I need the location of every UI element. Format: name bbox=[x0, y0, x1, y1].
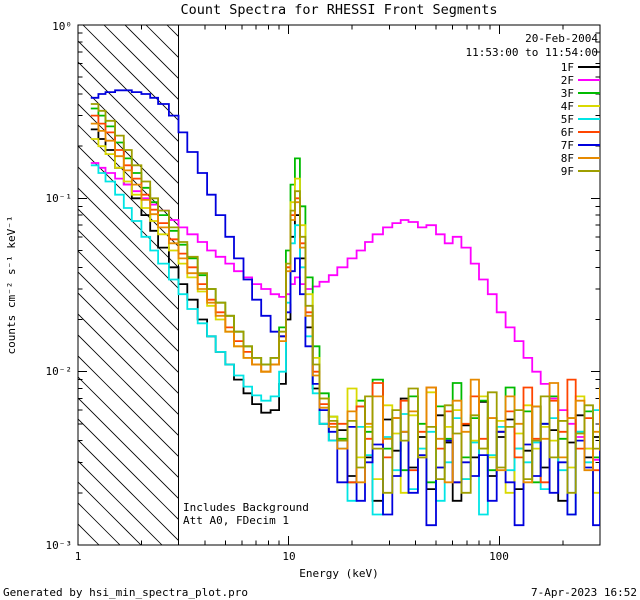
hatch-line bbox=[78, 124, 179, 227]
x-tick-label-10: 10 bbox=[282, 550, 295, 563]
x-tick-label-1: 1 bbox=[75, 550, 82, 563]
hatch-line bbox=[78, 334, 179, 437]
hatch-line bbox=[78, 229, 179, 332]
hatch-line bbox=[78, 82, 179, 185]
note-includes-background: Includes Background bbox=[183, 501, 309, 514]
spectrum-curve-7F bbox=[90, 89, 600, 527]
hatch-line bbox=[78, 292, 179, 395]
hatch-line bbox=[78, 61, 179, 164]
obs-date: 20-Feb-2004 bbox=[525, 32, 598, 45]
hatch-line bbox=[78, 439, 179, 542]
hatch-line bbox=[78, 460, 163, 545]
y-tick-label-1e-1: 10⁻¹ bbox=[46, 192, 73, 205]
legend-label-9F: 9F bbox=[561, 165, 574, 178]
footer-bar: Generated by hsi_min_spectra_plot.pro 7-… bbox=[0, 586, 640, 599]
legend-label-4F: 4F bbox=[561, 100, 574, 113]
legend-label-6F: 6F bbox=[561, 126, 574, 139]
spectra-curves bbox=[90, 89, 600, 527]
hatch-line bbox=[78, 166, 179, 269]
hatch-line bbox=[78, 103, 179, 206]
hatch-line bbox=[78, 208, 179, 311]
hatch-line bbox=[78, 502, 121, 545]
y-tick-label-1e0: 10⁰ bbox=[52, 20, 72, 33]
hatch-line bbox=[78, 397, 179, 500]
hatch-line bbox=[78, 418, 179, 521]
hatch-line bbox=[78, 376, 179, 479]
plot-frame bbox=[77, 24, 601, 546]
hatch-line bbox=[78, 187, 179, 290]
hatch-line bbox=[78, 145, 179, 248]
hatch-line bbox=[82, 25, 179, 122]
y-tick-label-1e-3: 10⁻³ bbox=[46, 539, 73, 552]
legend-label-7F: 7F bbox=[561, 139, 574, 152]
count-spectra-plot: Count Spectra for RHESSI Front Segments … bbox=[5, 2, 601, 580]
obs-time-range: 11:53:00 to 11:54:00 bbox=[466, 46, 598, 59]
legend-label-8F: 8F bbox=[561, 152, 574, 165]
x-axis-label: Energy (keV) bbox=[299, 567, 378, 580]
plot-text-labels: Count Spectra for RHESSI Front Segments … bbox=[5, 2, 598, 580]
legend-label-1F: 1F bbox=[561, 61, 574, 74]
plot-title: Count Spectra for RHESSI Front Segments bbox=[181, 2, 498, 18]
hatch-line bbox=[78, 481, 142, 545]
x-tick-label-100: 100 bbox=[489, 550, 509, 563]
legend-label-3F: 3F bbox=[561, 87, 574, 100]
note-attenuator: Att A0, FDecim 1 bbox=[183, 514, 289, 527]
plot-axes bbox=[77, 24, 601, 546]
legend-label-5F: 5F bbox=[561, 113, 574, 126]
spectrum-curve-9F bbox=[90, 103, 600, 494]
hatch-line bbox=[78, 250, 179, 353]
y-tick-label-1e-2: 10⁻² bbox=[46, 365, 73, 378]
hatch-line bbox=[78, 40, 179, 143]
y-axis-label: counts cm⁻² s⁻¹ keV⁻¹ bbox=[5, 215, 18, 354]
hatch-line bbox=[78, 271, 179, 374]
generator-credit: Generated by hsi_min_spectra_plot.pro bbox=[3, 586, 249, 599]
legend-label-2F: 2F bbox=[561, 74, 574, 87]
generated-datetime: 7-Apr-2023 16:52 bbox=[531, 586, 637, 599]
